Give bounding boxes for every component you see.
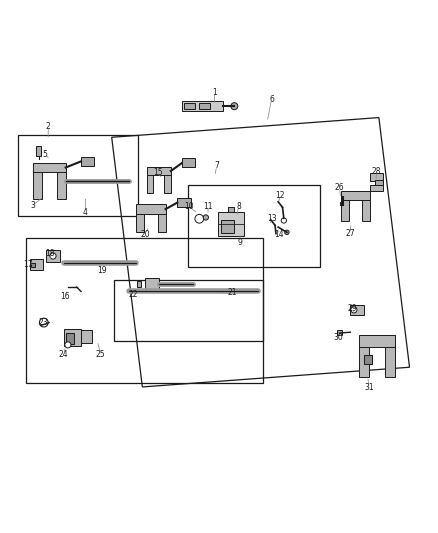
Bar <box>341 191 370 200</box>
Bar <box>57 170 66 199</box>
Bar <box>147 173 153 193</box>
Text: 30: 30 <box>333 333 343 342</box>
Text: 1: 1 <box>212 87 217 96</box>
Bar <box>33 170 42 199</box>
Text: 11: 11 <box>203 201 213 211</box>
Text: 8: 8 <box>237 201 241 211</box>
Bar <box>221 220 234 233</box>
Text: 6: 6 <box>269 95 274 104</box>
Text: 19: 19 <box>97 265 106 274</box>
Bar <box>199 103 210 109</box>
Text: 3: 3 <box>30 201 35 209</box>
Text: 2: 2 <box>46 122 50 131</box>
Bar <box>81 157 94 166</box>
Bar <box>136 211 144 232</box>
Text: 17: 17 <box>24 260 33 269</box>
Bar <box>164 173 171 193</box>
Bar <box>66 333 74 344</box>
Text: 10: 10 <box>184 203 194 212</box>
Bar <box>337 330 342 335</box>
Bar <box>31 263 35 268</box>
Bar <box>177 198 191 207</box>
Text: 27: 27 <box>346 229 355 238</box>
Text: 26: 26 <box>335 183 344 192</box>
Text: 5: 5 <box>42 150 47 159</box>
Circle shape <box>285 230 289 235</box>
Bar <box>228 207 234 212</box>
Text: 25: 25 <box>96 350 106 359</box>
Bar <box>30 259 43 270</box>
Bar <box>359 344 369 377</box>
Text: 23: 23 <box>38 318 48 327</box>
Bar <box>182 158 195 167</box>
Circle shape <box>50 253 56 259</box>
Bar <box>350 305 364 314</box>
Text: 13: 13 <box>267 214 276 223</box>
Circle shape <box>281 218 286 223</box>
Bar <box>182 101 223 111</box>
Bar <box>385 344 395 377</box>
Circle shape <box>65 342 71 348</box>
Bar <box>136 204 166 214</box>
Text: 12: 12 <box>276 191 285 199</box>
Bar <box>145 278 159 289</box>
Bar <box>359 335 395 347</box>
Text: 16: 16 <box>60 292 70 301</box>
Circle shape <box>203 215 208 220</box>
Text: 15: 15 <box>153 168 162 177</box>
Text: 18: 18 <box>46 249 55 258</box>
Bar <box>33 163 66 172</box>
Text: 14: 14 <box>275 230 284 239</box>
Bar <box>218 212 244 236</box>
Bar <box>375 180 383 185</box>
Text: 24: 24 <box>59 350 68 359</box>
Text: 9: 9 <box>237 238 243 247</box>
Bar <box>147 167 171 175</box>
Bar <box>46 250 60 262</box>
Text: 21: 21 <box>227 288 237 297</box>
Circle shape <box>195 214 204 223</box>
Text: 22: 22 <box>129 290 138 300</box>
Bar <box>370 173 383 181</box>
Circle shape <box>39 318 48 327</box>
Bar <box>158 211 166 232</box>
Circle shape <box>351 307 357 313</box>
Bar <box>370 184 383 191</box>
Text: 20: 20 <box>141 230 150 239</box>
Bar <box>64 329 81 346</box>
Bar <box>36 147 41 156</box>
Text: 4: 4 <box>83 208 88 217</box>
Bar <box>137 281 141 287</box>
Bar <box>341 197 349 221</box>
Text: 28: 28 <box>372 166 381 175</box>
Bar <box>81 329 92 343</box>
Text: 29: 29 <box>348 304 357 313</box>
Circle shape <box>231 103 238 110</box>
Bar <box>362 197 370 221</box>
Bar <box>364 355 372 364</box>
Bar <box>184 103 195 109</box>
Text: 31: 31 <box>364 383 374 392</box>
Text: 7: 7 <box>214 161 219 170</box>
Bar <box>340 201 346 205</box>
